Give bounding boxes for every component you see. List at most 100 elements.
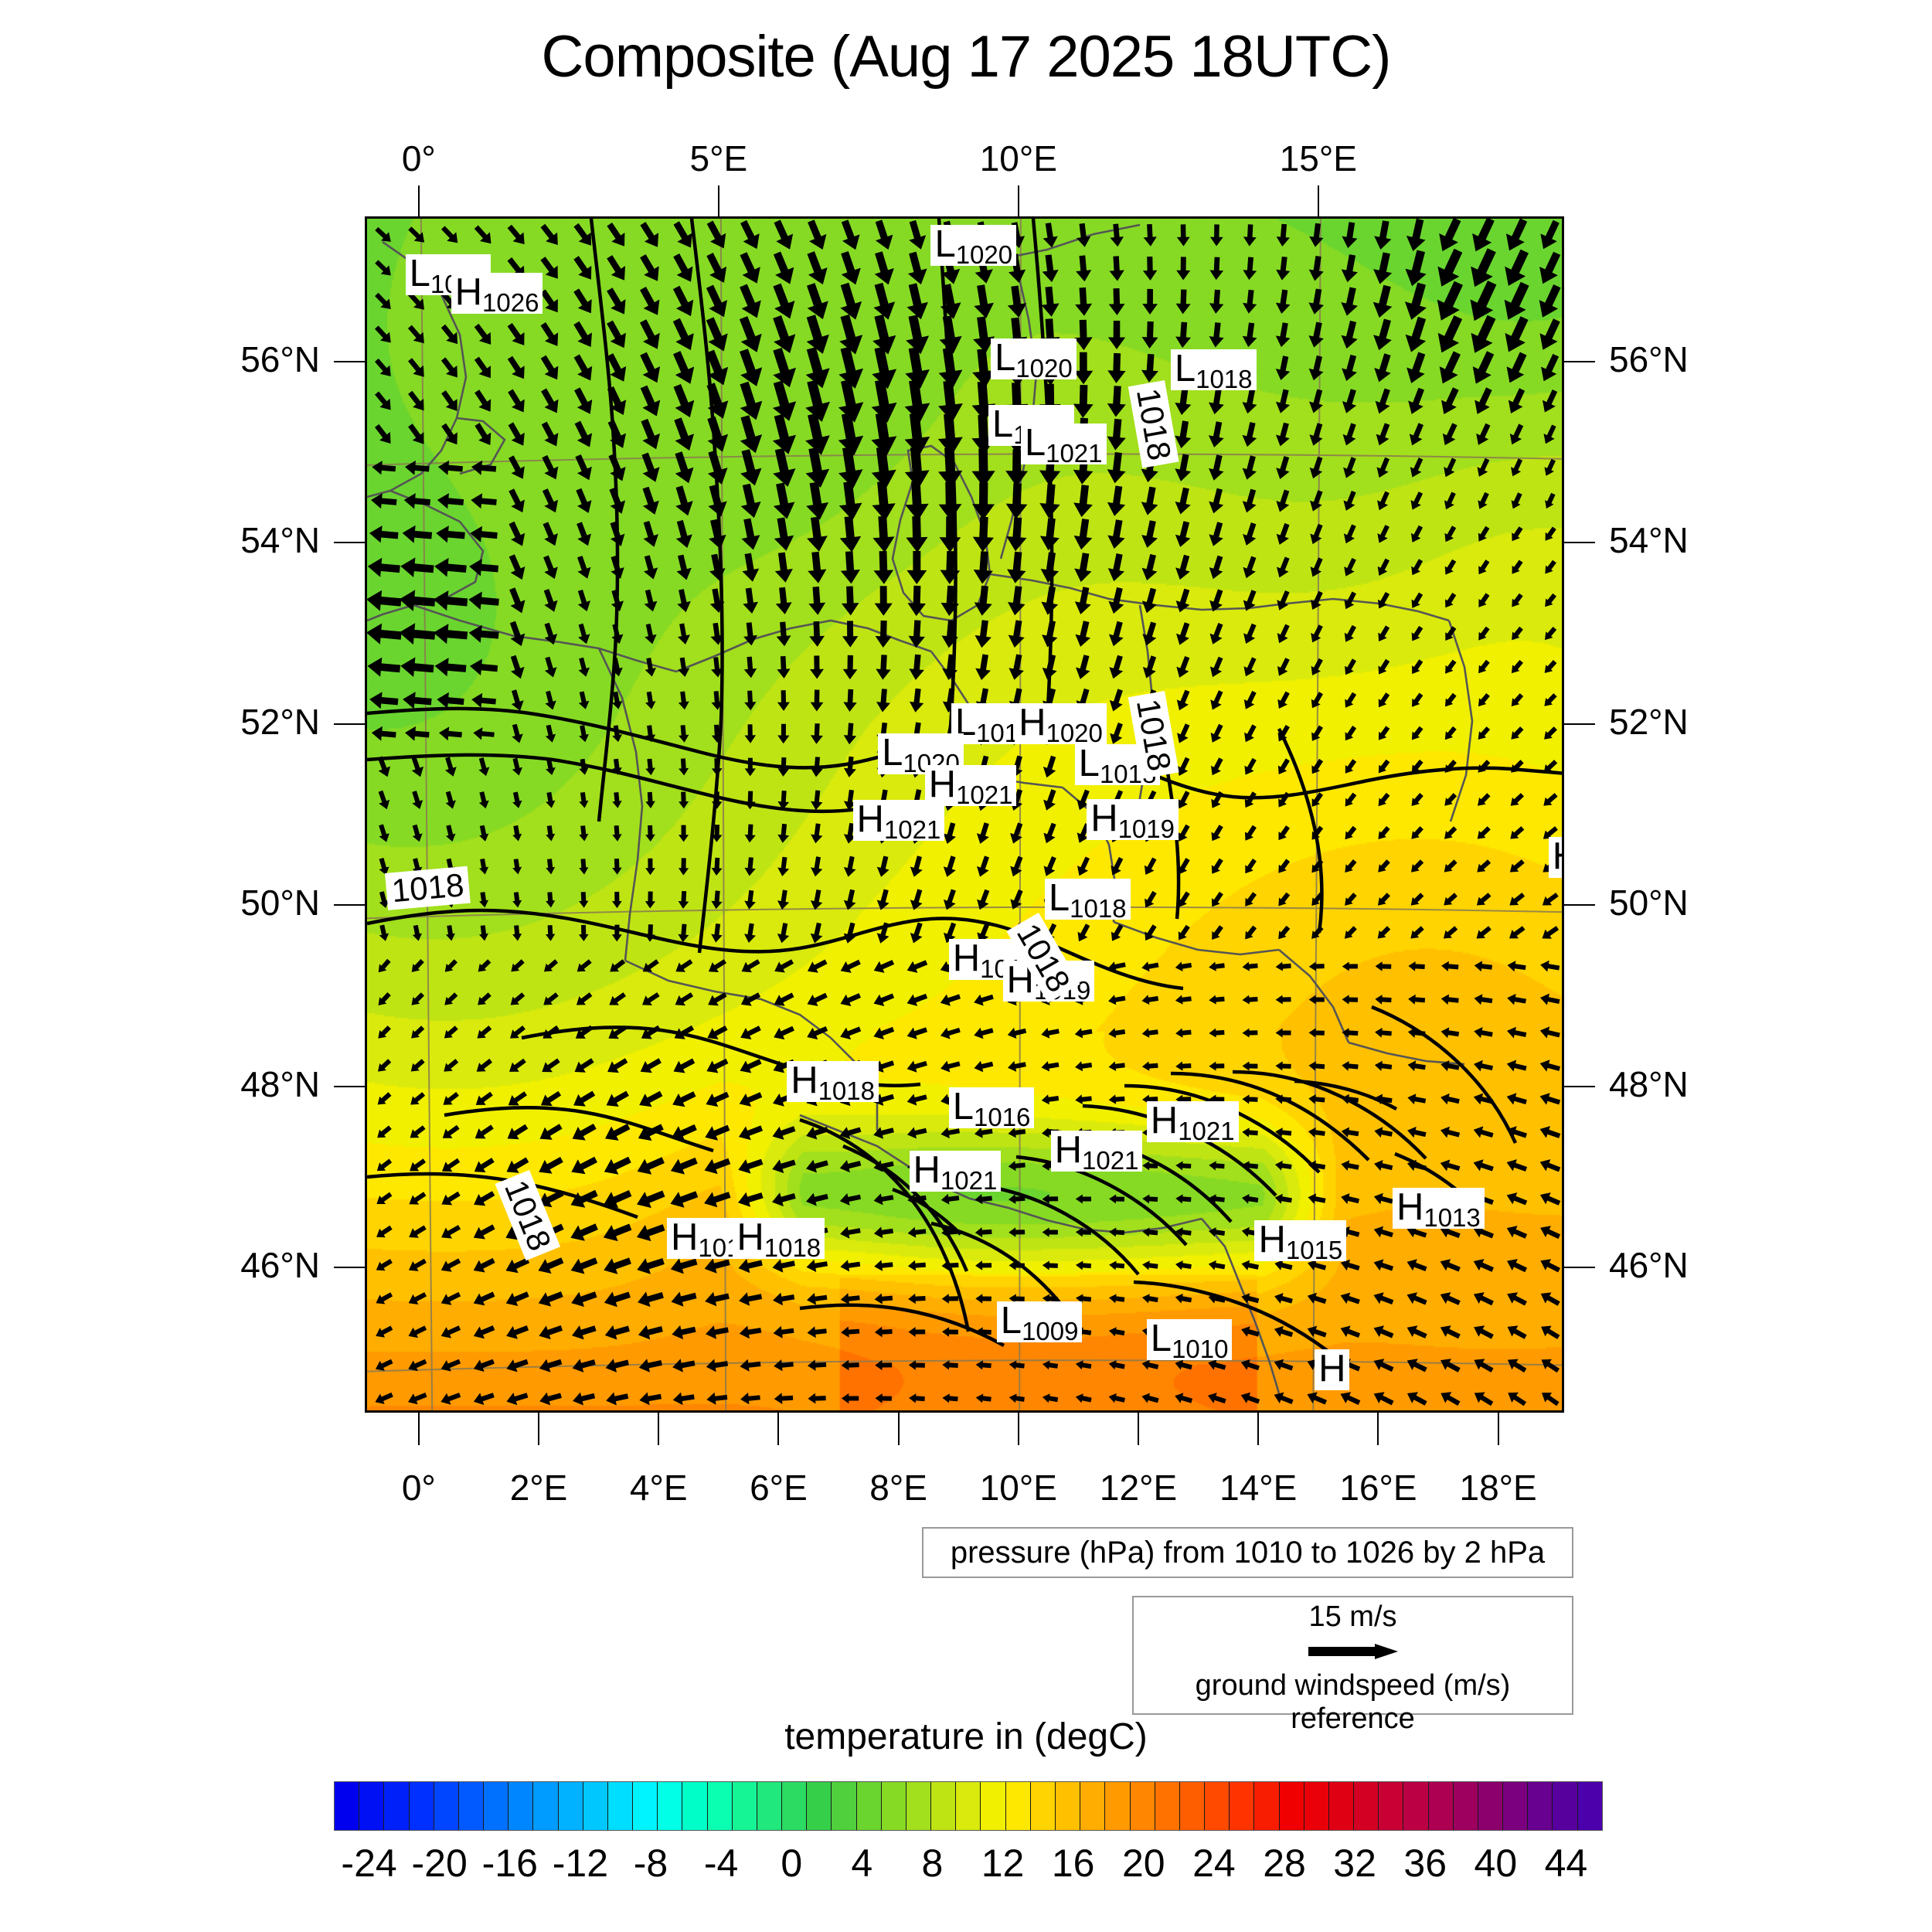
pressure-marker-l: L1020	[991, 338, 1077, 381]
axis-tick	[658, 1413, 660, 1445]
colorbar-tick: 8	[921, 1842, 944, 1885]
pressure-marker-value: 1021	[1178, 1117, 1235, 1146]
colorbar-cell-13	[658, 1782, 683, 1830]
colorbar-cell-35	[1205, 1782, 1230, 1830]
colorbar-tick: 28	[1263, 1842, 1306, 1885]
axis-tick	[417, 185, 420, 216]
page-title: Composite (Aug 17 2025 18UTC)	[541, 24, 1392, 90]
pressure-marker-h: H1021	[1050, 1128, 1143, 1173]
pressure-marker-l: L1018	[1044, 879, 1131, 923]
pressure-marker-type: H	[791, 1059, 818, 1101]
colorbar-cell-1	[359, 1782, 385, 1830]
bottom-axis-label: 8°E	[869, 1468, 927, 1508]
wind-arrow-icon	[1134, 1634, 1572, 1669]
pressure-marker-l: L1016	[948, 1085, 1035, 1130]
colorbar-cell-8	[533, 1782, 559, 1830]
colorbar-cell-36	[1230, 1782, 1255, 1830]
colorbar-cell-7	[509, 1782, 534, 1830]
axis-tick	[1497, 1413, 1499, 1445]
pressure-marker-type: H	[1553, 835, 1562, 877]
temperature-field	[367, 219, 1562, 1410]
colorbar-cell-40	[1328, 1782, 1355, 1830]
contour-label: 1018	[385, 866, 471, 910]
pressure-marker-value: 1010	[1172, 1335, 1229, 1364]
pressure-marker-type: H	[1150, 1100, 1179, 1142]
left-axis-label: 54°N	[240, 520, 320, 561]
pressure-marker-type: H	[1090, 797, 1118, 839]
axis-tick	[417, 1413, 420, 1445]
colorbar-cell-22	[881, 1782, 906, 1830]
pressure-legend-text: pressure (hPa) from 1010 to 1026 by 2 hP…	[950, 1535, 1546, 1570]
pressure-marker-l: L1009	[996, 1301, 1083, 1344]
colorbar-cell-43	[1403, 1782, 1429, 1830]
pressure-marker-type: H	[1318, 1347, 1346, 1389]
weather-map[interactable]: L1025H1026L1020L1020L1018L1021L1021L1019…	[365, 216, 1564, 1413]
colorbar-cell-46	[1478, 1782, 1504, 1830]
colorbar-cell-50	[1577, 1782, 1602, 1830]
colorbar-cell-6	[484, 1782, 509, 1830]
top-axis-label: 10°E	[979, 138, 1057, 179]
colorbar-cell-5	[458, 1782, 485, 1830]
colorbar-cell-18	[782, 1782, 808, 1830]
pressure-marker-type: L	[952, 1085, 974, 1128]
pressure-marker-type: L	[1078, 742, 1100, 784]
colorbar-tick: 4	[851, 1842, 873, 1885]
pressure-marker-value: 1026	[482, 287, 539, 317]
pressure-marker-value: 1018	[1070, 894, 1127, 923]
pressure-marker-h: H	[1315, 1347, 1350, 1390]
axis-tick	[1017, 185, 1019, 216]
bottom-axis-label: 4°E	[629, 1468, 688, 1508]
pressure-marker-l: L1021	[1020, 421, 1107, 466]
pressure-marker-type: L	[1024, 421, 1046, 464]
colorbar-cell-32	[1130, 1782, 1155, 1830]
colorbar-cell-11	[607, 1782, 634, 1830]
colorbar-cell-45	[1453, 1782, 1478, 1830]
pressure-marker-type: L	[1174, 347, 1196, 389]
colorbar-tick: 0	[781, 1842, 803, 1885]
map-overlay	[367, 219, 1562, 1410]
colorbar-cell-16	[732, 1782, 757, 1830]
axis-tick	[538, 1413, 540, 1445]
pressure-marker-value: 1018	[818, 1076, 875, 1105]
colorbar-tick: -20	[411, 1842, 468, 1885]
axis-tick	[334, 542, 365, 544]
pressure-marker-h: H1018	[787, 1059, 879, 1105]
axis-tick	[1257, 1413, 1260, 1445]
colorbar-cell-34	[1179, 1782, 1206, 1830]
bottom-axis-label: 14°E	[1219, 1468, 1298, 1508]
colorbar-cell-39	[1304, 1782, 1329, 1830]
pressure-marker-type: H	[856, 798, 884, 841]
bottom-axis-label: 0°	[401, 1468, 436, 1508]
colorbar-cell-48	[1528, 1782, 1553, 1830]
left-axis-label: 50°N	[240, 883, 320, 923]
colorbar-tick: 20	[1121, 1842, 1165, 1885]
pressure-marker-value: 1019	[1117, 814, 1175, 843]
colorbar-tick: 16	[1051, 1842, 1095, 1885]
pressure-marker-h: H1019	[1087, 797, 1179, 843]
pressure-marker-value: 1015	[1285, 1235, 1343, 1264]
axis-tick	[334, 360, 365, 362]
left-axis-label: 48°N	[240, 1063, 320, 1104]
colorbar-cell-38	[1279, 1782, 1304, 1830]
axis-tick	[1564, 1085, 1595, 1087]
colorbar-cell-10	[583, 1782, 608, 1830]
axis-tick	[334, 723, 365, 725]
colorbar-cell-30	[1080, 1782, 1106, 1830]
colorbar-tick: 40	[1474, 1842, 1518, 1885]
right-axis-label: 46°N	[1609, 1245, 1689, 1286]
top-axis-label: 5°E	[689, 138, 748, 179]
colorbar[interactable]	[334, 1781, 1603, 1831]
colorbar-cell-17	[757, 1782, 783, 1830]
axis-tick	[334, 1085, 365, 1087]
pressure-marker-h: H1021	[924, 765, 1017, 808]
pressure-marker-type: H	[1054, 1128, 1083, 1171]
colorbar-cell-47	[1503, 1782, 1529, 1830]
axis-tick	[334, 904, 365, 906]
pressure-marker-type: H	[671, 1216, 699, 1258]
axis-tick	[777, 1413, 780, 1445]
pressure-marker-h: H1015	[1254, 1219, 1347, 1264]
pressure-marker-h: H101	[667, 1216, 745, 1260]
colorbar-cell-33	[1155, 1782, 1180, 1830]
pressure-marker-h: H1	[1548, 835, 1562, 879]
axis-tick	[1564, 542, 1595, 544]
